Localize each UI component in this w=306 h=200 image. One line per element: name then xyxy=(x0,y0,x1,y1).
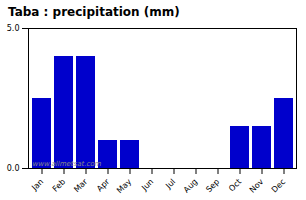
svg-text:Oct: Oct xyxy=(227,177,243,193)
svg-text:Jun: Jun xyxy=(139,177,155,193)
svg-text:Jan: Jan xyxy=(29,177,45,193)
svg-text:0.0: 0.0 xyxy=(7,164,20,173)
svg-text:Mar: Mar xyxy=(72,177,90,195)
svg-text:Jul: Jul xyxy=(163,177,177,191)
svg-text:Apr: Apr xyxy=(95,177,112,194)
svg-text:5.0: 5.0 xyxy=(7,24,20,33)
svg-text:Nov: Nov xyxy=(248,177,266,195)
svg-text:Aug: Aug xyxy=(182,177,199,194)
svg-text:May: May xyxy=(115,177,133,195)
svg-text:www.allmetsat.com: www.allmetsat.com xyxy=(33,160,102,168)
svg-text:Sep: Sep xyxy=(204,177,221,194)
svg-text:Feb: Feb xyxy=(51,177,67,193)
html-text:Taba : precipitation (mm): Taba : precipitation (mm) xyxy=(8,5,180,19)
svg-text:Dec: Dec xyxy=(270,177,287,194)
